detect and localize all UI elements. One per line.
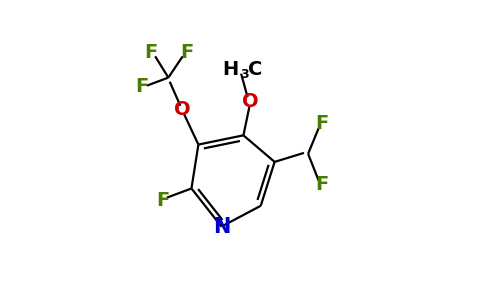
Text: 3: 3 — [240, 68, 248, 81]
Text: H: H — [223, 60, 239, 79]
Text: O: O — [242, 92, 258, 111]
Text: O: O — [174, 100, 191, 119]
Text: F: F — [135, 77, 149, 96]
Text: F: F — [316, 176, 329, 194]
Text: N: N — [213, 217, 230, 237]
Text: F: F — [180, 43, 194, 62]
Text: F: F — [316, 114, 329, 133]
Text: F: F — [144, 43, 158, 62]
Text: F: F — [156, 190, 169, 209]
Text: C: C — [248, 60, 262, 79]
